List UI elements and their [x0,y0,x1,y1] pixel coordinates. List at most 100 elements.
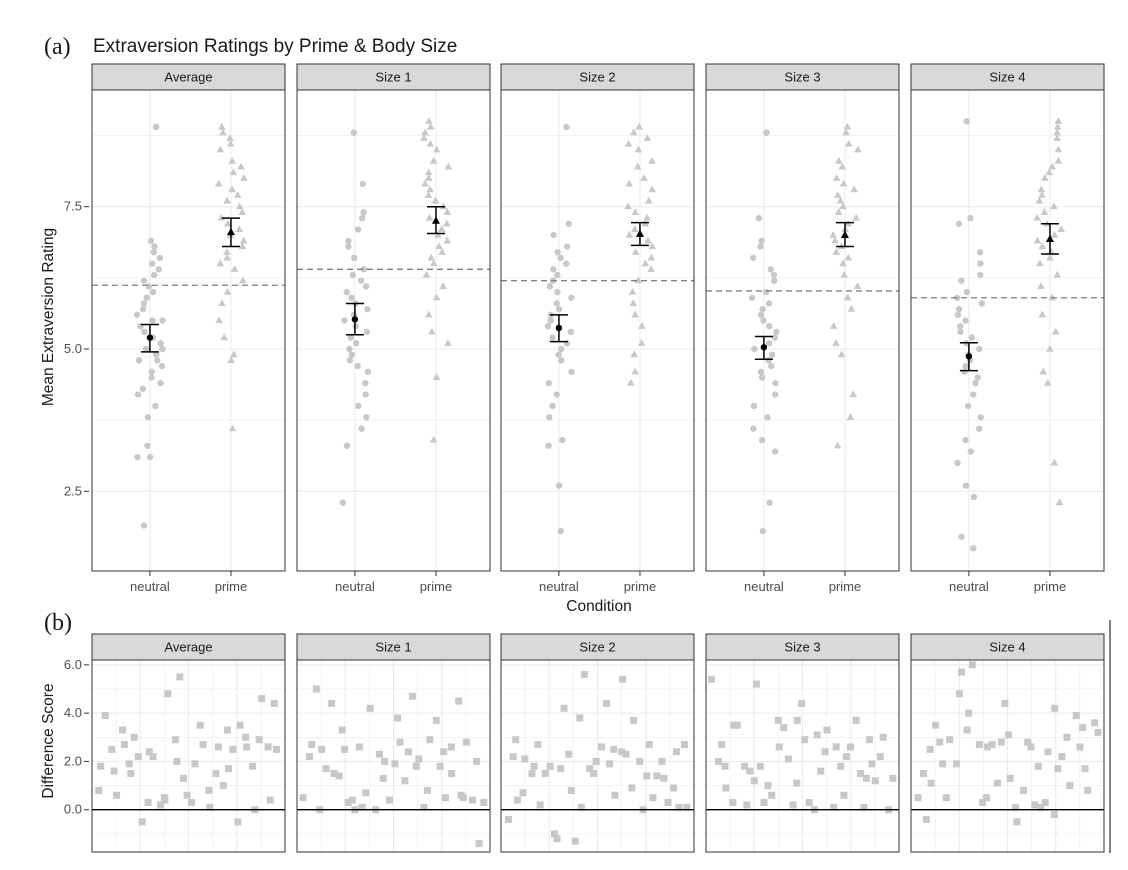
difference-score-point [793,779,801,787]
prime-data-point [217,122,226,130]
difference-score-point [183,791,191,799]
prime-data-point [424,168,433,176]
difference-score-point [830,803,838,811]
difference-score-point [733,721,741,729]
neutral-data-point [363,414,370,421]
prime-data-point [220,333,228,341]
neutral-data-point [146,453,154,461]
difference-score-point [743,801,751,809]
difference-score-point [205,786,213,794]
difference-score-point [592,757,600,765]
difference-score-point [475,840,483,848]
difference-score-point [243,743,251,751]
difference-score-point [394,714,402,722]
neutral-data-point [362,283,370,290]
neutral-data-point [341,317,348,324]
prime-data-point [432,145,441,153]
difference-score-point [729,798,737,806]
neutral-data-point [550,231,557,239]
difference-score-point [270,699,278,707]
prime-data-point [833,191,842,198]
neutral-data-point [962,317,969,324]
neutral-data-point [152,402,159,410]
prime-data-point [854,145,862,153]
prime-data-point [1050,458,1059,466]
neutral-data-point [770,271,778,279]
prime-data-point [832,248,841,255]
difference-score-point [408,692,416,700]
prime-data-point [1050,230,1059,238]
difference-score-point [619,675,627,683]
difference-score-point [939,760,947,768]
prime-data-point [638,322,646,329]
difference-score-point [330,770,338,778]
difference-score-point [862,774,870,782]
neutral-mean-point [760,344,768,351]
neutral-mean-point [965,353,973,360]
difference-score-point [741,762,749,770]
difference-score-point [952,760,960,768]
difference-score-point [1054,765,1062,773]
difference-score-point [513,796,521,804]
neutral-data-point [546,414,553,421]
prime-data-point [643,213,651,221]
difference-score-point [401,777,409,785]
prime-data-point [219,128,227,136]
prime-data-point [849,390,858,398]
prime-data-point [233,191,242,198]
prime-data-point [1045,168,1054,176]
difference-score-point [149,753,157,761]
neutral-data-point [354,226,362,233]
neutral-data-point [158,362,166,370]
difference-score-point [1001,699,1009,707]
prime-data-point [427,253,435,261]
neutral-data-point [150,249,157,256]
x-tick-label: neutral [130,579,170,594]
difference-score-point [358,803,366,811]
neutral-data-point [145,283,153,290]
difference-score-point [1044,748,1052,756]
difference-score-point [821,748,829,756]
difference-score-point [447,743,455,751]
difference-score-point [1076,743,1084,751]
panel-a-y-tick-label: 2.5 [64,483,82,498]
difference-score-point [993,779,1001,787]
prime-data-point [1035,196,1044,204]
neutral-data-point [958,533,965,541]
neutral-data-point [553,300,560,307]
prime-data-point [842,128,850,136]
panel-b-y-tick-label: 6.0 [64,657,82,672]
difference-score-point [798,699,806,707]
prime-data-point [1040,208,1049,215]
x-tick-label: prime [420,579,453,594]
x-tick-label: neutral [744,579,784,594]
difference-score-point [432,716,440,724]
difference-score-point [348,796,356,804]
neutral-data-point [563,243,571,250]
neutral-data-point [553,391,560,398]
difference-score-point [955,690,963,698]
prime-data-point [238,242,247,250]
difference-score-point [1006,774,1014,782]
prime-mean-point [635,229,644,237]
neutral-data-point [750,425,757,432]
difference-score-point [355,743,363,751]
neutral-data-point [763,129,770,136]
difference-score-point [1094,728,1102,736]
facet-strip [296,633,491,661]
prime-data-point [837,242,846,250]
facet-strip [91,63,286,91]
difference-score-point [764,782,772,790]
prime-data-point [624,139,633,147]
neutral-data-point [546,283,553,290]
x-tick-label: neutral [539,579,579,594]
neutral-data-point [962,436,969,444]
difference-score-point [750,777,758,785]
prime-data-point [844,253,853,261]
difference-score-point [455,697,463,705]
difference-score-point [793,716,801,724]
difference-score-point [680,741,688,749]
neutral-data-point [750,402,758,410]
prime-data-point [223,196,231,204]
neutral-data-point [770,277,778,284]
